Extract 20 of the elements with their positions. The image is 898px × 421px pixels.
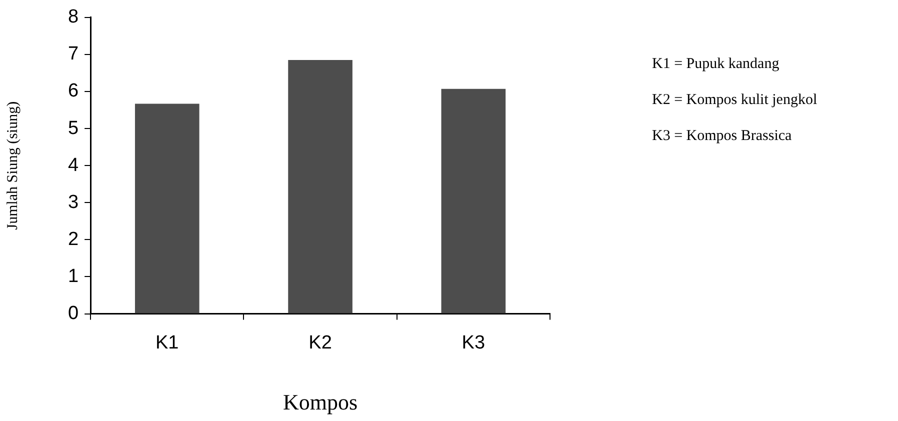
y-tick-label: 1 [68, 266, 79, 287]
text: K2 = Kompos kulit jengkol [652, 92, 818, 110]
y-tick-label: 3 [68, 192, 79, 213]
x-tick-label: K1 [156, 332, 179, 354]
text: K3 = Kompos Brassica [652, 128, 793, 146]
y-tick-label: 6 [68, 80, 79, 102]
x-tick-label: K2 [308, 332, 332, 354]
y-tick-label: 2 [68, 228, 79, 250]
text: K1 = Pupuk kandang [652, 56, 780, 74]
y-tick-label: 4 [68, 154, 79, 176]
x-axis-title: Kompos [283, 390, 358, 415]
y-tick-label: 5 [68, 118, 79, 139]
x-tick-label: K3 [462, 332, 486, 354]
y-tick-label: 7 [68, 44, 79, 65]
bar [288, 60, 352, 314]
y-axis-title: Jumlah Siung (siung) [4, 101, 21, 230]
y-tick-label: 0 [68, 303, 79, 324]
bar [134, 104, 200, 314]
y-tick-label: 8 [68, 6, 79, 28]
bar [441, 88, 506, 314]
